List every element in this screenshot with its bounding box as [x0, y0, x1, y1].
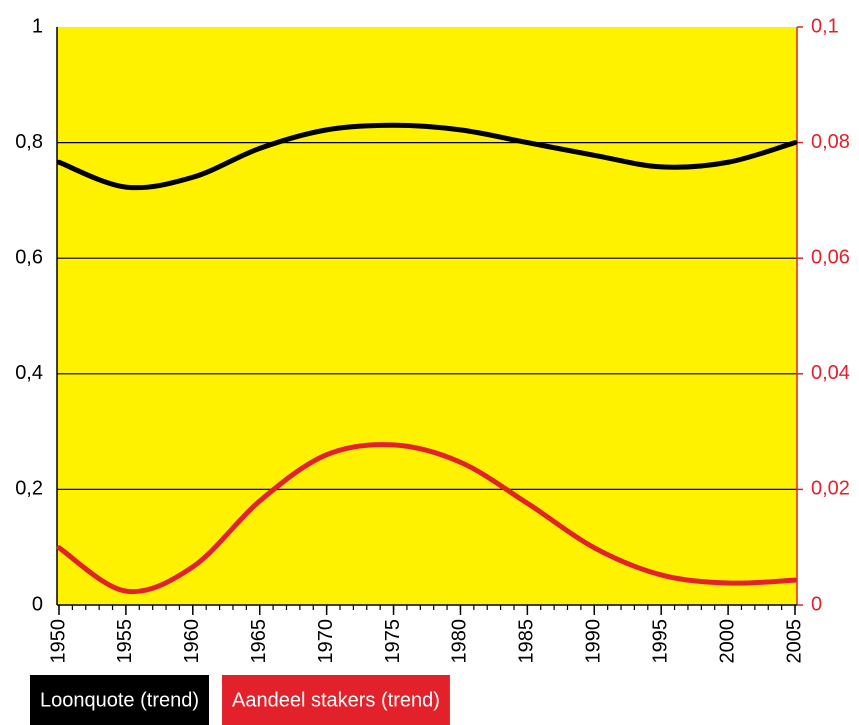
y-tick-label: 0,2 — [15, 478, 43, 500]
y-tick-label: 1 — [32, 15, 43, 37]
y2-tick-label: 0,08 — [811, 131, 850, 153]
legend-label: Loonquote (trend) — [40, 689, 199, 711]
y-tick-label: 0,4 — [15, 362, 43, 384]
x-tick-label: 1985 — [516, 619, 538, 664]
y2-tick-label: 0,06 — [811, 246, 850, 268]
x-tick-label: 1955 — [114, 619, 136, 664]
x-tick-label: 1980 — [449, 619, 471, 664]
y2-tick-label: 0,1 — [811, 15, 839, 37]
x-tick-label: 1965 — [248, 619, 270, 664]
legend-swatch — [222, 675, 450, 725]
x-tick-label: 2005 — [783, 619, 805, 664]
series-line — [56, 442, 798, 595]
x-tick-label: 1990 — [583, 619, 605, 664]
x-tick-label: 1975 — [382, 619, 404, 664]
x-tick-label: 2000 — [716, 619, 738, 664]
y-tick-label: 0 — [32, 593, 43, 615]
x-tick-label: 1970 — [315, 619, 337, 664]
plot-area — [57, 27, 797, 605]
y2-tick-label: 0,02 — [811, 478, 850, 500]
x-tick-label: 1960 — [181, 619, 203, 664]
x-tick-label: 1950 — [47, 619, 69, 664]
y-tick-label: 0,6 — [15, 246, 43, 268]
y-tick-label: 0,8 — [15, 131, 43, 153]
series-line — [56, 122, 798, 191]
y2-tick-label: 0,04 — [811, 362, 850, 384]
legend-swatch — [30, 675, 210, 725]
y2-tick-label: 0 — [811, 593, 822, 615]
legend-label: Aandeel stakers (trend) — [232, 689, 440, 711]
x-tick-label: 1995 — [649, 619, 671, 664]
